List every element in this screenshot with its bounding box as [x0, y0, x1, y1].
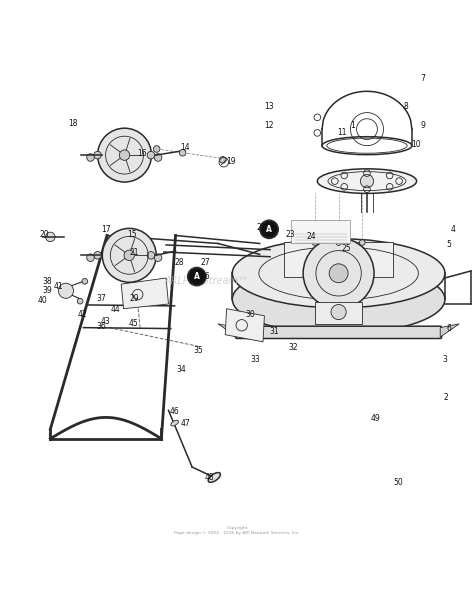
Text: 46: 46: [170, 407, 180, 416]
Text: 32: 32: [288, 343, 298, 352]
Circle shape: [98, 128, 152, 182]
Text: ARLPartStream™: ARLPartStream™: [164, 276, 248, 286]
Text: 4: 4: [451, 225, 456, 234]
Bar: [284, 241, 393, 277]
Circle shape: [359, 240, 365, 246]
Text: 12: 12: [264, 121, 274, 130]
Text: 5: 5: [447, 240, 451, 249]
Ellipse shape: [232, 264, 445, 334]
Text: 39: 39: [42, 286, 52, 295]
Text: 41: 41: [54, 282, 63, 291]
Text: 6: 6: [447, 324, 451, 333]
Text: 14: 14: [180, 143, 190, 151]
Circle shape: [179, 150, 186, 156]
Circle shape: [102, 229, 156, 282]
Circle shape: [336, 240, 341, 246]
Polygon shape: [218, 324, 237, 337]
Circle shape: [87, 154, 94, 161]
Polygon shape: [225, 309, 264, 342]
Text: 43: 43: [101, 317, 110, 326]
Circle shape: [87, 254, 94, 261]
Text: 18: 18: [68, 119, 77, 128]
Circle shape: [329, 264, 348, 283]
Circle shape: [219, 156, 226, 163]
Text: 28: 28: [174, 258, 184, 267]
Circle shape: [260, 220, 278, 238]
Text: 7: 7: [420, 74, 425, 83]
Text: 48: 48: [205, 474, 214, 482]
Text: 31: 31: [269, 327, 279, 336]
Circle shape: [46, 232, 55, 241]
Polygon shape: [440, 324, 459, 337]
Text: 10: 10: [411, 140, 420, 149]
Polygon shape: [121, 278, 168, 309]
Text: 3: 3: [443, 355, 447, 364]
Text: 26: 26: [200, 272, 210, 281]
Text: 38: 38: [42, 277, 52, 286]
Circle shape: [77, 299, 83, 304]
Circle shape: [58, 283, 73, 299]
Circle shape: [155, 254, 162, 261]
Ellipse shape: [171, 420, 178, 426]
Circle shape: [303, 238, 374, 309]
Text: A: A: [194, 272, 200, 281]
Text: 19: 19: [227, 157, 236, 166]
Circle shape: [331, 305, 346, 320]
Circle shape: [147, 252, 155, 259]
Text: 29: 29: [129, 294, 139, 303]
Text: 22: 22: [257, 223, 266, 232]
Text: 30: 30: [246, 310, 255, 319]
Text: 23: 23: [285, 230, 295, 238]
Ellipse shape: [318, 169, 417, 193]
Ellipse shape: [232, 239, 445, 308]
Text: 42: 42: [77, 310, 87, 319]
FancyBboxPatch shape: [236, 326, 442, 339]
Bar: [292, 220, 350, 243]
Text: 34: 34: [176, 365, 186, 374]
Text: A: A: [266, 225, 272, 234]
Text: 33: 33: [250, 355, 260, 364]
Text: 20: 20: [39, 230, 49, 238]
Text: 50: 50: [394, 478, 403, 487]
Circle shape: [147, 151, 155, 159]
Text: 13: 13: [264, 102, 274, 111]
Circle shape: [188, 268, 206, 286]
Text: 16: 16: [137, 149, 146, 158]
Text: 37: 37: [96, 294, 106, 303]
Circle shape: [94, 252, 101, 259]
Text: 2: 2: [444, 393, 448, 402]
Text: 47: 47: [180, 418, 190, 427]
Ellipse shape: [208, 472, 220, 482]
Circle shape: [155, 154, 162, 161]
Text: 15: 15: [127, 230, 137, 238]
Text: 36: 36: [96, 322, 106, 331]
Text: 8: 8: [404, 102, 409, 111]
Circle shape: [82, 278, 88, 284]
Text: 45: 45: [129, 319, 139, 328]
Bar: [315, 302, 362, 324]
Circle shape: [154, 146, 160, 152]
Text: 25: 25: [342, 244, 351, 253]
Circle shape: [360, 174, 374, 188]
Circle shape: [94, 151, 101, 159]
Text: 17: 17: [101, 225, 110, 234]
Text: 27: 27: [200, 258, 210, 267]
Text: 35: 35: [193, 346, 203, 355]
Text: 44: 44: [110, 305, 120, 314]
Text: 49: 49: [370, 414, 380, 423]
Text: 11: 11: [337, 128, 346, 137]
Circle shape: [119, 150, 130, 161]
Text: Copyright
Page design © 2004 - 2016 by ARI Network Services, Inc.: Copyright Page design © 2004 - 2016 by A…: [174, 526, 300, 534]
Text: 40: 40: [37, 295, 47, 305]
Circle shape: [312, 240, 318, 246]
Text: 9: 9: [420, 121, 425, 130]
Text: 1: 1: [350, 121, 355, 130]
Circle shape: [124, 250, 135, 260]
Text: 21: 21: [129, 249, 139, 257]
Text: 24: 24: [307, 232, 317, 241]
